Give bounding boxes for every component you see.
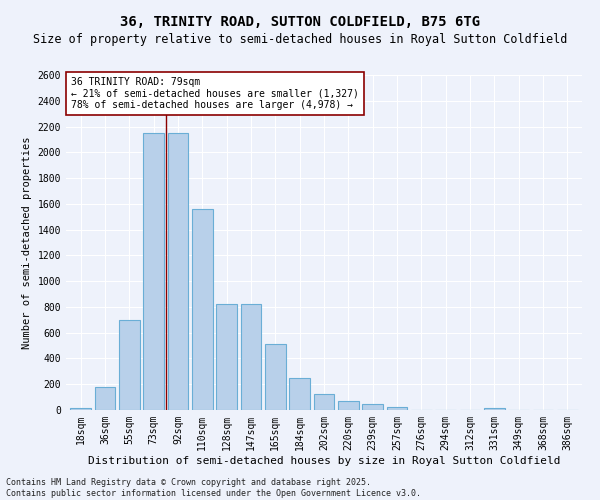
Bar (241, 304, 262, 410)
Bar (167, 133, 188, 410)
Text: Contains HM Land Registry data © Crown copyright and database right 2025.
Contai: Contains HM Land Registry data © Crown c… (6, 478, 421, 498)
Bar (484, 408, 505, 410)
Y-axis label: Number of semi-detached properties: Number of semi-detached properties (22, 136, 32, 349)
Bar (216, 304, 237, 410)
Bar (289, 378, 310, 410)
Bar (362, 404, 383, 410)
Bar (119, 320, 140, 410)
Text: 36 TRINITY ROAD: 79sqm
← 21% of semi-detached houses are smaller (1,327)
78% of : 36 TRINITY ROAD: 79sqm ← 21% of semi-det… (71, 76, 359, 110)
Bar (265, 344, 286, 410)
Bar (338, 401, 359, 410)
X-axis label: Distribution of semi-detached houses by size in Royal Sutton Coldfield: Distribution of semi-detached houses by … (88, 456, 560, 466)
Bar (70, 408, 91, 410)
Bar (386, 408, 407, 410)
Bar (143, 133, 164, 410)
Text: 36, TRINITY ROAD, SUTTON COLDFIELD, B75 6TG: 36, TRINITY ROAD, SUTTON COLDFIELD, B75 … (120, 15, 480, 29)
Bar (192, 209, 212, 410)
Bar (314, 394, 334, 410)
Bar (95, 387, 115, 410)
Text: Size of property relative to semi-detached houses in Royal Sutton Coldfield: Size of property relative to semi-detach… (33, 32, 567, 46)
